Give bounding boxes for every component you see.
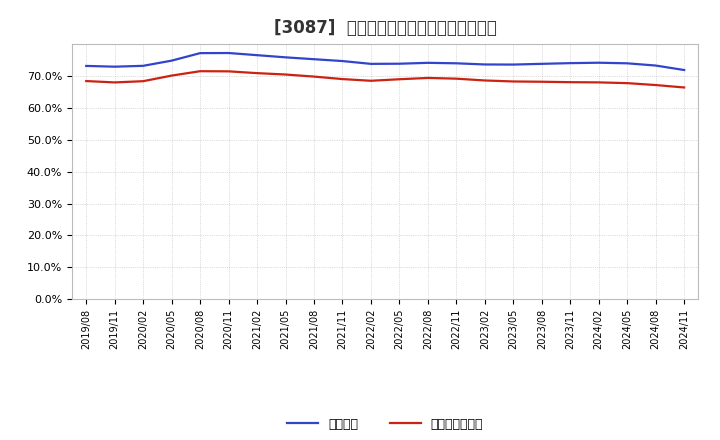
固定長期適合率: [282, 72, 290, 77]
固定比率: [253, 52, 261, 58]
固定比率: [366, 61, 375, 66]
固定比率: [225, 50, 233, 55]
固定比率: [509, 62, 518, 67]
固定比率: [452, 61, 461, 66]
固定比率: [310, 57, 318, 62]
固定長期適合率: [423, 75, 432, 81]
固定比率: [167, 58, 176, 63]
固定長期適合率: [253, 70, 261, 76]
固定長期適合率: [537, 79, 546, 84]
固定比率: [623, 61, 631, 66]
固定長期適合率: [680, 85, 688, 90]
固定長期適合率: [225, 69, 233, 74]
固定長期適合率: [623, 81, 631, 86]
固定比率: [595, 60, 603, 66]
固定比率: [82, 63, 91, 69]
固定長期適合率: [595, 80, 603, 85]
固定長期適合率: [509, 79, 518, 84]
固定長期適合率: [395, 77, 404, 82]
Line: 固定比率: 固定比率: [86, 53, 684, 70]
固定長期適合率: [139, 79, 148, 84]
固定比率: [423, 60, 432, 66]
固定比率: [480, 62, 489, 67]
固定長期適合率: [338, 77, 347, 82]
固定長期適合率: [652, 82, 660, 88]
固定長期適合率: [82, 78, 91, 84]
固定長期適合率: [480, 78, 489, 83]
固定比率: [652, 63, 660, 68]
固定比率: [537, 61, 546, 66]
固定長期適合率: [110, 80, 119, 85]
固定比率: [566, 61, 575, 66]
Legend: 固定比率, 固定長期適合率: 固定比率, 固定長期適合率: [282, 413, 488, 436]
固定比率: [338, 59, 347, 64]
固定長期適合率: [366, 78, 375, 84]
固定長期適合率: [196, 69, 204, 74]
固定長期適合率: [452, 76, 461, 81]
Line: 固定長期適合率: 固定長期適合率: [86, 71, 684, 88]
固定比率: [680, 67, 688, 73]
固定長期適合率: [310, 74, 318, 79]
固定比率: [196, 51, 204, 56]
固定比率: [139, 63, 148, 69]
Title: [3087]  固定比率、固定長期適合率の推移: [3087] 固定比率、固定長期適合率の推移: [274, 19, 497, 37]
固定比率: [395, 61, 404, 66]
固定比率: [110, 64, 119, 70]
固定長期適合率: [167, 73, 176, 78]
固定比率: [282, 55, 290, 60]
固定長期適合率: [566, 80, 575, 85]
